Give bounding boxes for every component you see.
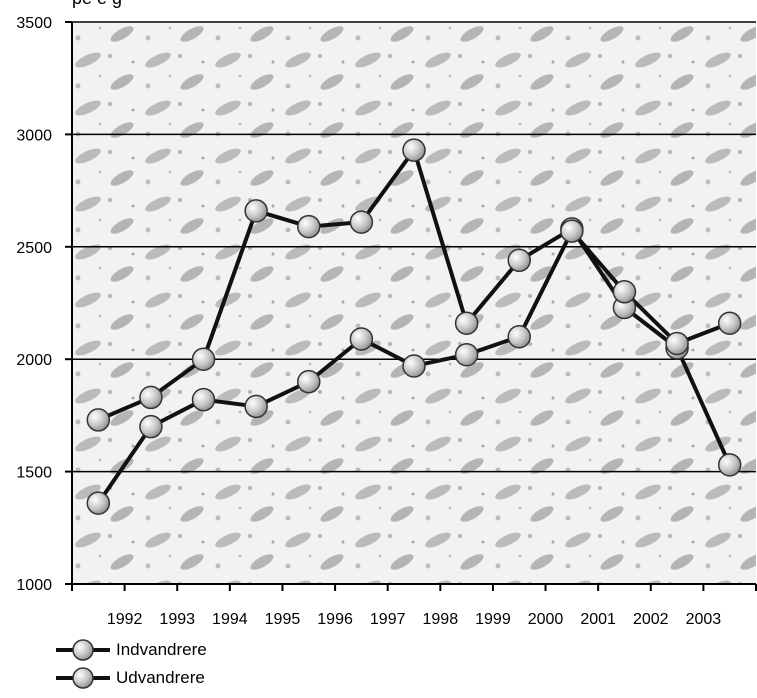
data-point-udvandrere	[191, 387, 216, 412]
x-tick-label: 2001	[580, 611, 616, 628]
legend-marker-icon	[56, 667, 110, 689]
y-tick-label: 2000	[16, 352, 52, 369]
data-point-udvandrere	[297, 369, 321, 394]
data-point-indvandrere	[717, 453, 742, 477]
y-tick-label: 1500	[16, 465, 52, 482]
data-point-udvandrere	[402, 354, 426, 378]
data-point-indvandrere	[86, 408, 111, 432]
y-tick-label: 3500	[16, 15, 52, 32]
x-tick-label: 1997	[370, 611, 406, 628]
x-tick-label: 1999	[475, 611, 511, 628]
data-point-udvandrere	[349, 327, 374, 351]
x-tick-label: 2003	[686, 611, 722, 628]
x-tick-label: 1998	[423, 611, 459, 628]
data-point-udvandrere	[244, 394, 268, 419]
legend-label-indvandrere: Indvandrere	[116, 640, 207, 659]
chart-title-fragment: pe e g	[72, 0, 122, 9]
y-tick-label: 2500	[16, 240, 52, 257]
data-point-udvandrere	[139, 414, 163, 439]
legend-label-udvandrere: Udvandrere	[116, 668, 205, 687]
plot-area-background	[72, 22, 756, 584]
data-point-indvandrere	[244, 199, 268, 223]
data-point-indvandrere	[454, 311, 479, 335]
data-point-udvandrere	[454, 342, 479, 367]
data-point-indvandrere	[402, 138, 426, 162]
data-point-indvandrere	[297, 214, 321, 239]
data-point-udvandrere	[665, 331, 689, 356]
data-point-udvandrere	[560, 219, 584, 243]
data-point-indvandrere	[349, 210, 374, 234]
data-point-indvandrere	[507, 248, 531, 273]
x-tick-label: 1993	[159, 611, 195, 628]
x-tick-label: 2002	[633, 611, 669, 628]
x-tick-label: 2000	[528, 611, 564, 628]
x-tick-label: 1994	[212, 611, 248, 628]
line-chart: 1000 1500 2000 2500 3000 3500 1992 1993 1994 199…	[16, 15, 757, 628]
data-point-udvandrere	[717, 311, 742, 335]
legend-marker-icon	[56, 639, 110, 661]
data-point-udvandrere	[612, 280, 637, 304]
legend: Indvandrere Udvandrere	[54, 636, 207, 692]
legend-item-udvandrere: Udvandrere	[54, 664, 207, 692]
data-point-udvandrere	[507, 324, 531, 349]
data-point-indvandrere	[191, 347, 216, 371]
data-point-indvandrere	[139, 385, 163, 410]
data-point-udvandrere	[86, 491, 111, 515]
x-tick-label: 1992	[107, 611, 143, 628]
y-tick-label: 1000	[16, 577, 52, 594]
legend-item-indvandrere: Indvandrere	[54, 636, 207, 664]
x-tick-label: 1996	[317, 611, 353, 628]
y-tick-label: 3000	[16, 127, 52, 144]
x-tick-label: 1995	[265, 611, 301, 628]
